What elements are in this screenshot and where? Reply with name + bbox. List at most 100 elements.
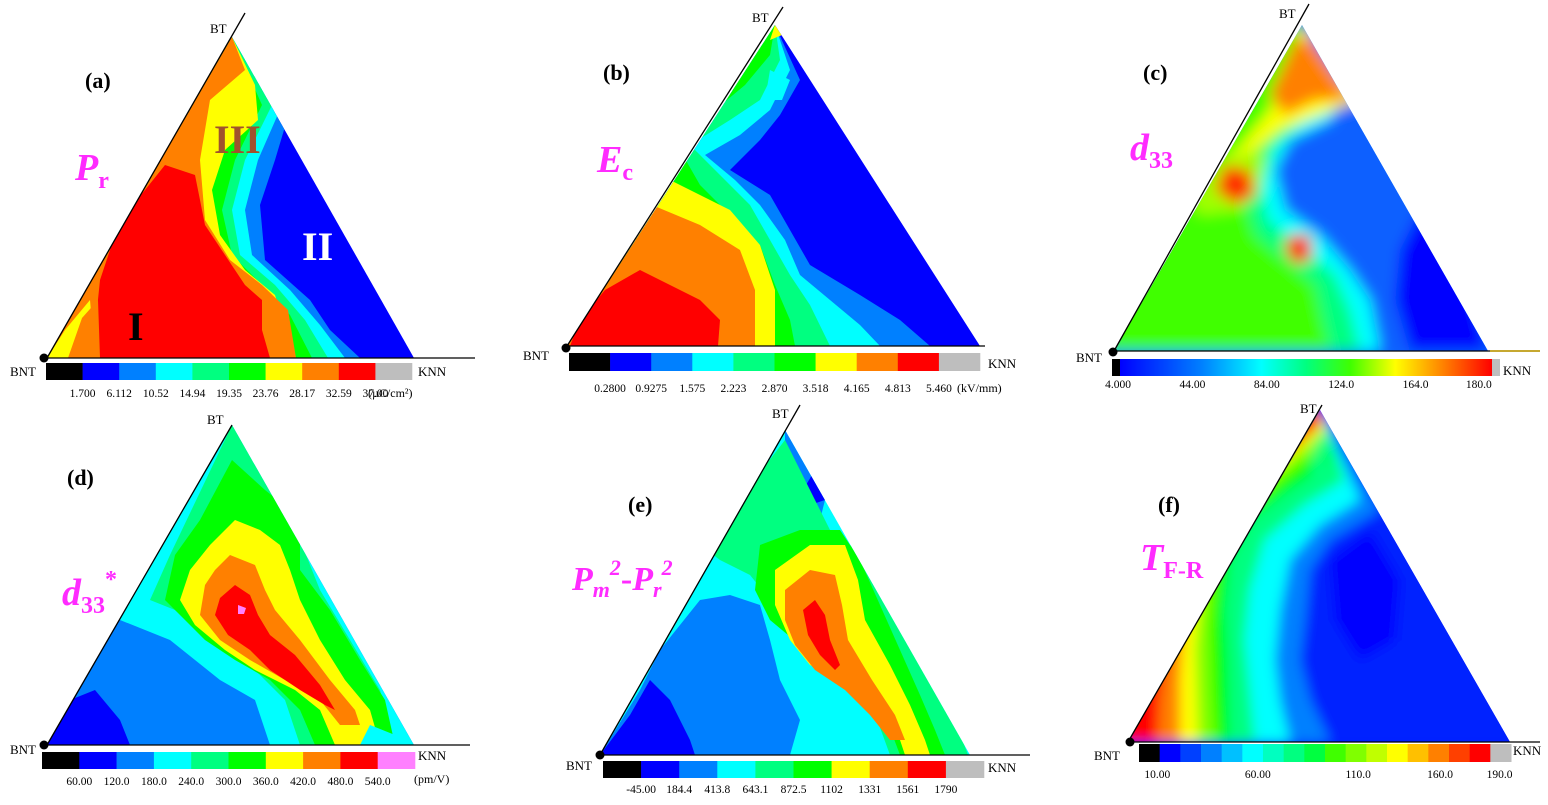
- panel-letter-e: (e): [628, 492, 652, 517]
- edge-bnt-bt-b: [566, 6, 784, 347]
- colorbar-tick-label: 14.94: [179, 388, 205, 400]
- bnt-vertex-dot-a: [39, 353, 49, 363]
- colorbar-tick-label: 872.5: [781, 784, 807, 796]
- vertex-label-bt-d: BT: [207, 412, 224, 427]
- edge-bnt-bt-f: [1127, 404, 1323, 743]
- colorbar-cell: [1242, 744, 1264, 762]
- panel-letter-f: (f): [1158, 492, 1180, 517]
- colorbar-cell: [651, 353, 693, 371]
- colorbar-cell: [641, 761, 680, 778]
- unit-label-b: (kV/mm): [957, 381, 1002, 395]
- colorbar-cell: [907, 761, 947, 778]
- colorbar-tick-label: 0.2800: [594, 383, 626, 395]
- colorbar-cell: [793, 761, 832, 778]
- colorbar-cell: [569, 353, 611, 371]
- colorbar-cell: [1428, 744, 1450, 762]
- colorbar-cell: [340, 752, 378, 769]
- colorbar-cell: [375, 363, 413, 380]
- vertex-label-knn-b: KNN: [988, 356, 1017, 371]
- colorbar-tick-label: 413.8: [704, 784, 730, 796]
- colorbar-tick-label: 23.76: [253, 388, 279, 400]
- colorbar-tick-label: 2.223: [720, 383, 746, 395]
- vertex-label-bnt-b: BNT: [523, 348, 549, 363]
- colorbar-cell: [831, 761, 870, 778]
- colorbar-cell: [119, 363, 157, 380]
- colorbar-f: 10.00 60.00 110.0 160.0 190.0: [1139, 744, 1513, 781]
- quantity-label-f: TF-R: [1140, 537, 1204, 584]
- vertex-label-knn-d: KNN: [418, 748, 447, 763]
- quantity-label-d: d33*: [62, 567, 117, 619]
- vertex-label-bnt-a: BNT: [10, 364, 36, 379]
- colorbar-tick-label: 420.0: [290, 776, 316, 788]
- colorbar-cell: [1180, 744, 1202, 762]
- colorbar-tick-label: 2.870: [762, 383, 788, 395]
- colorbar-cell: [869, 761, 909, 778]
- vertex-label-knn-c: KNN: [1503, 363, 1532, 378]
- colorbar-cell: [1325, 744, 1347, 762]
- colorbar-tick-label: 360.0: [253, 776, 279, 788]
- colorbar-cell: [603, 761, 642, 778]
- panel-d: BT BNT KNN (d) d33* 60.00 120.0 180.0 240.0…: [10, 412, 470, 788]
- colorbar-cell: [46, 363, 83, 380]
- colorbar-tick-label: 1561: [896, 784, 919, 796]
- vertex-label-knn-f: KNN: [1513, 743, 1542, 758]
- colorbar-tick-label: 110.0: [1345, 769, 1371, 781]
- colorbar-cell: [1407, 744, 1429, 762]
- unit-label-a: (µC/cm²): [368, 386, 413, 400]
- colorbar-tick-label: 540.0: [365, 776, 391, 788]
- colorbar-tick-label: 44.00: [1179, 379, 1205, 391]
- colorbar-cell: [717, 761, 756, 778]
- vertex-label-bnt-e: BNT: [566, 758, 592, 773]
- vertex-label-bt-a: BT: [210, 21, 227, 36]
- colorbar-cell: [679, 761, 718, 778]
- colorbar-cell: [774, 353, 816, 371]
- colorbar-cell: [265, 752, 304, 769]
- colorbar-tick-label: 5.460: [926, 383, 952, 395]
- unit-label-d: (pm/V): [414, 772, 449, 786]
- panel-f: BT BNT KNN (f) TF-R 10.00 60.00 110.0 160.0…: [1094, 401, 1542, 781]
- colorbar-cell: [1492, 359, 1500, 376]
- colorbar-cell: [1263, 744, 1285, 762]
- vertex-label-bt-c: BT: [1279, 6, 1296, 21]
- colorbar-cell: [1304, 744, 1326, 762]
- colorbar-tick-label: 19.35: [216, 388, 242, 400]
- colorbar-cell: [191, 752, 229, 769]
- colorbar-tick-label: 1331: [858, 784, 881, 796]
- colorbar-cell: [1221, 744, 1243, 762]
- vertex-label-bnt-c: BNT: [1076, 350, 1102, 365]
- colorbar-tick-label: 240.0: [178, 776, 204, 788]
- colorbar-cell: [229, 363, 266, 380]
- colorbar-tick-label: 160.0: [1427, 769, 1453, 781]
- colorbar-tick-label: 1.575: [679, 383, 705, 395]
- colorbar-b: 0.2800 0.9275 1.575 2.223 2.870 3.518 4.165 4.8…: [569, 353, 981, 395]
- quantity-label-a: Pr: [74, 147, 109, 194]
- colorbar-cell: [1366, 744, 1388, 762]
- colorbar-cell: [155, 363, 193, 380]
- colorbar-c: 4.000 44.00 84.00 124.0 164.0 180.0: [1105, 359, 1500, 391]
- colorbar-cell: [228, 752, 267, 769]
- bnt-vertex-dot-c: [1108, 347, 1118, 357]
- region-label-iii: III: [214, 117, 261, 162]
- colorbar-e: -45.00 184.4 413.8 643.1 872.5 1102 1331 1561 17…: [603, 761, 985, 796]
- colorbar-cell: [856, 353, 899, 371]
- colorbar-tick-label: 180.0: [141, 776, 167, 788]
- colorbar-cell: [733, 353, 775, 371]
- colorbar-cell: [945, 761, 985, 778]
- colorbar-cell: [692, 353, 734, 371]
- colorbar-cell: [153, 752, 192, 769]
- quantity-label-c: d33: [1130, 127, 1173, 174]
- colorbar-cell: [1112, 359, 1120, 376]
- colorbar-tick-label: 60.00: [1245, 769, 1271, 781]
- colorbar-tick-label: 1790: [934, 784, 957, 796]
- colorbar-tick-label: 480.0: [327, 776, 353, 788]
- quantity-label-b: Ec: [596, 139, 633, 186]
- colorbar-tick-label: 184.4: [666, 784, 692, 796]
- panel-b: BT BNT KNN (b) Ec 0.2800 0.9275 1.575 2.223…: [523, 6, 1017, 395]
- colorbar-cell: [1469, 744, 1491, 762]
- colorbar-tick-label: 0.9275: [635, 383, 667, 395]
- edge-bnt-bt-a: [46, 12, 246, 359]
- colorbar-tick-label: 4.000: [1105, 379, 1131, 391]
- colorbar-tick-label: 4.165: [844, 383, 870, 395]
- colorbar-tick-label: 28.17: [289, 388, 315, 400]
- vertex-label-bt-f: BT: [1300, 401, 1317, 416]
